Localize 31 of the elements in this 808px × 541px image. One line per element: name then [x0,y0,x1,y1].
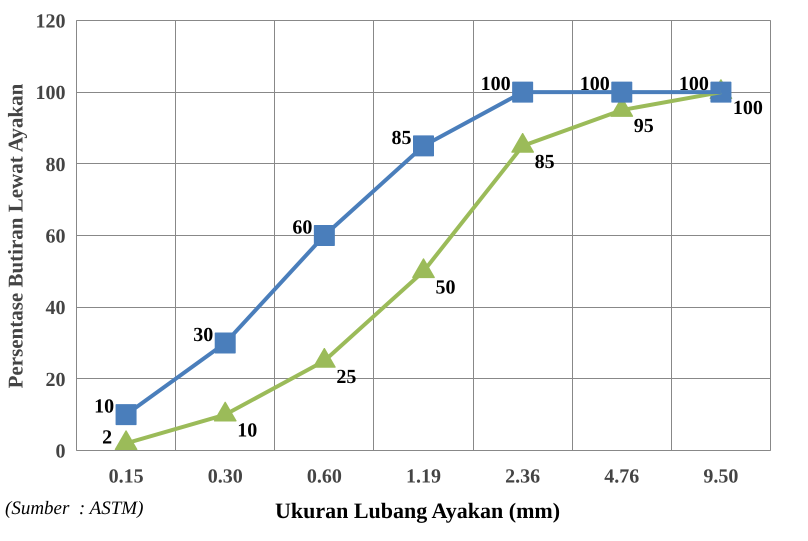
data-label: 100 [732,97,763,120]
data-label: 30 [193,324,214,346]
data-label: 2 [102,426,112,448]
y-tick-label: 60 [46,226,66,248]
text: (Sumber : ASTM) [5,497,144,521]
y-tick-label: 40 [46,297,66,320]
data-label: 100 [678,73,709,96]
x-tick-label: 0.30 [208,466,243,488]
y-tick-label: 20 [46,368,66,391]
y-tick-label: 100 [36,82,66,104]
data-label: 50 [436,276,456,298]
y-tick-label: 120 [36,10,66,32]
y-tick-label: 0 [56,440,66,462]
x-tick-label: 9.50 [703,466,738,488]
y-tick-label: 80 [46,154,66,176]
data-label: 25 [336,366,356,388]
data-label: 10 [94,396,114,418]
x-tick-label: 2.36 [505,466,540,488]
data-label: 85 [392,126,412,149]
data-label: 100 [480,73,511,96]
data-label: 10 [237,420,258,442]
data-label: 60 [292,216,312,238]
y-axis-title: Persentase Butiran Lewat Ayakan [4,83,28,388]
data-label: 95 [634,115,654,138]
x-tick-label: 0.15 [108,466,144,488]
x-tick-label: 1.19 [406,466,441,488]
x-axis-title: Ukuran Lubang Ayakan (mm) [275,497,560,525]
x-tick-label: 0.60 [306,466,342,488]
data-label: 85 [534,150,555,173]
data-label: 100 [580,73,610,96]
x-tick-label: 4.76 [604,466,640,488]
